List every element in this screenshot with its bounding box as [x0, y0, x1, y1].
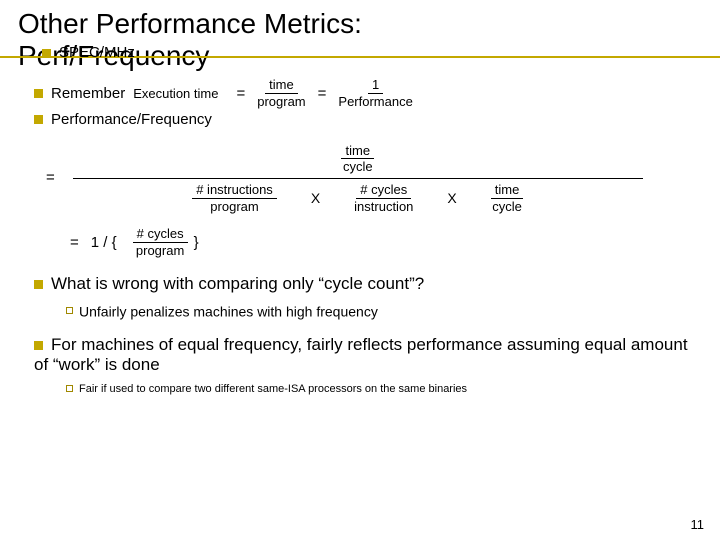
- frac-time-program: time program: [257, 78, 305, 108]
- title-block: Other Performance Metrics: Perf/Frequenc…: [18, 8, 702, 72]
- frac-cycles-program: # cycles program: [133, 227, 188, 257]
- slide-title: Other Performance Metrics: Perf/Frequenc…: [18, 8, 702, 72]
- frac-den: cycle: [492, 199, 522, 214]
- equals-sign: =: [318, 85, 327, 102]
- page-number: 11: [691, 517, 705, 532]
- remember-label: Remember: [51, 85, 125, 102]
- frac-den: program: [257, 94, 305, 109]
- frac-num: # cycles: [356, 183, 411, 199]
- bullet-icon: [34, 89, 43, 98]
- bullet-icon: [34, 280, 43, 289]
- frac-num: 1: [368, 78, 383, 94]
- spec-text: SPEC/MHz: [59, 44, 135, 61]
- frac-den: Performance: [338, 94, 412, 109]
- big-fraction: time cycle # instructions program X # cy…: [73, 142, 643, 214]
- frac-1-performance: 1 Performance: [338, 78, 412, 108]
- frac-num: # cycles: [133, 227, 188, 243]
- frac-cycles-instruction: # cycles instruction: [354, 183, 413, 213]
- sub-bullet-icon: [66, 385, 73, 392]
- frac-num: # instructions: [192, 183, 277, 199]
- frac-den: program: [210, 199, 258, 214]
- equals-sign: =: [236, 85, 245, 102]
- eq3-suffix: }: [194, 234, 199, 251]
- question-text: What is wrong with comparing only “cycle…: [51, 274, 424, 293]
- equals-sign: =: [70, 234, 79, 251]
- frac-den: cycle: [343, 159, 373, 174]
- multiply-sign: X: [447, 190, 456, 206]
- sub-bullet-unfair: Unfairly penalizes machines with high fr…: [66, 302, 702, 319]
- bullet-question: What is wrong with comparing only “cycle…: [34, 274, 702, 294]
- bullet-icon: [42, 49, 51, 58]
- equals-sign: =: [46, 169, 55, 186]
- sub-bullet-fair: Fair if used to compare two different sa…: [66, 383, 702, 395]
- frac-num: time: [491, 183, 524, 199]
- big-numerator: time cycle: [73, 142, 643, 179]
- sub-bullet-text: Unfairly penalizes machines with high fr…: [79, 303, 378, 319]
- frac-time-cycle: time cycle: [491, 183, 524, 213]
- spec-bullet: SPEC/MHz: [42, 44, 135, 61]
- bullet-machines: For machines of equal frequency, fairly …: [34, 335, 702, 375]
- sub-bullet-text: Fair if used to compare two different sa…: [79, 383, 467, 395]
- bullet-icon: [34, 115, 43, 124]
- machines-text: For machines of equal frequency, fairly …: [34, 335, 688, 374]
- frac-den: instruction: [354, 199, 413, 214]
- slide: Other Performance Metrics: Perf/Frequenc…: [0, 0, 720, 540]
- bullet-icon: [34, 341, 43, 350]
- multiply-sign: X: [311, 190, 320, 206]
- execution-time-label: Execution time: [133, 86, 218, 101]
- frac-instructions-program: # instructions program: [192, 183, 277, 213]
- perf-freq-row: Performance/Frequency: [34, 111, 702, 128]
- remember-row: Remember Execution time = time program =…: [34, 78, 702, 108]
- frac-num: time: [265, 78, 298, 94]
- frac-den: program: [136, 243, 184, 258]
- equation-block-3: = 1 / { # cycles program }: [70, 227, 702, 257]
- equation-block-2: = time cycle # instructions program X # …: [46, 142, 702, 214]
- big-denominator: # instructions program X # cycles instru…: [73, 183, 643, 213]
- title-line-1: Other Performance Metrics:: [18, 8, 362, 39]
- frac-num: time: [341, 144, 374, 160]
- sub-bullet-icon: [66, 307, 73, 314]
- frac-time-cycle-top: time cycle: [341, 144, 374, 174]
- eq3-prefix: 1 / {: [91, 234, 117, 251]
- perf-freq-label: Performance/Frequency: [51, 111, 212, 128]
